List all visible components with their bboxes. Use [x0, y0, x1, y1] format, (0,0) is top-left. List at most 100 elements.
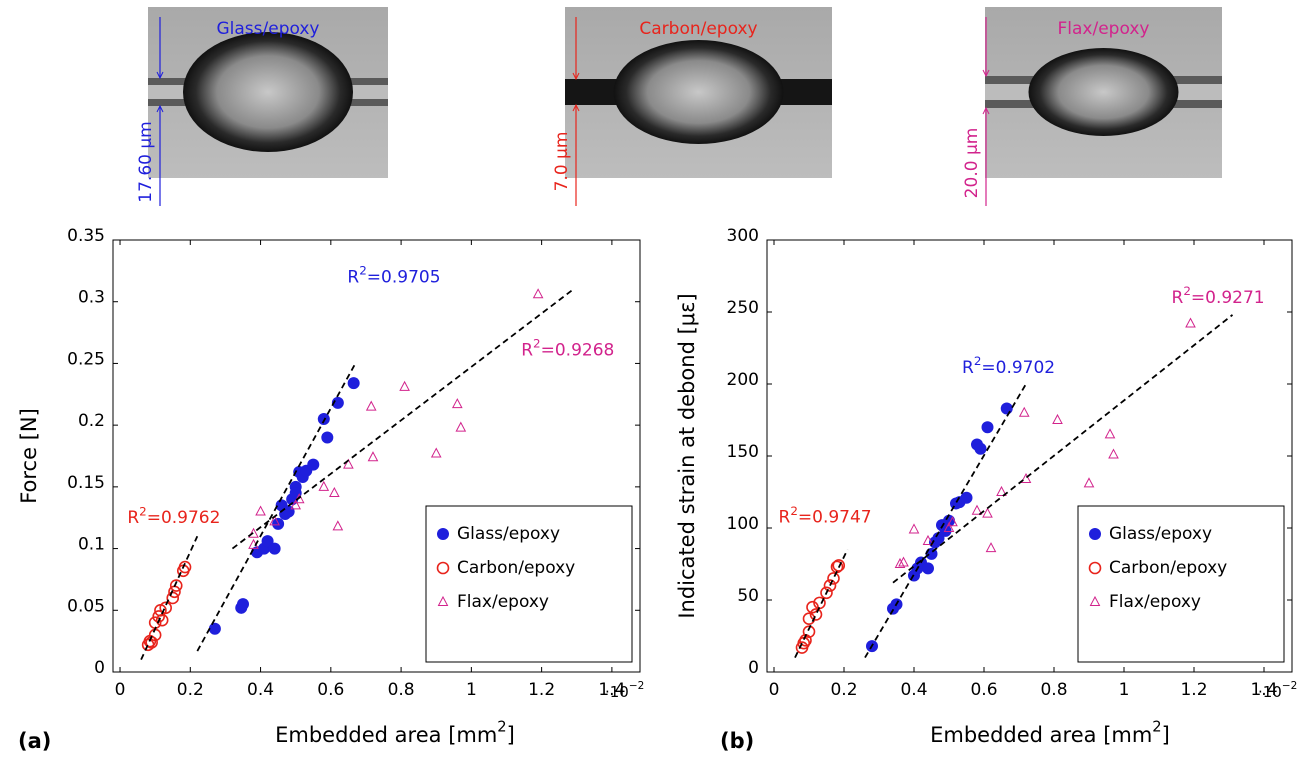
y-tick-label: 0 — [748, 658, 759, 678]
x-tick-label: 1 — [466, 680, 477, 700]
point — [974, 442, 987, 455]
micrograph — [148, 7, 388, 178]
fit-label-sup: 2 — [359, 263, 367, 277]
point — [332, 520, 344, 531]
point — [947, 516, 958, 527]
y-tick-label: 0.15 — [67, 473, 105, 493]
x-multiplier-text: ·10 — [1258, 683, 1282, 701]
point — [809, 608, 823, 621]
x-tick-label: 1.2 — [1180, 680, 1207, 700]
droplet — [183, 32, 353, 152]
x-axis-label-text: Embedded area [mm — [930, 723, 1152, 747]
point — [1000, 402, 1013, 415]
point — [208, 622, 221, 635]
point — [248, 527, 259, 538]
point — [169, 579, 183, 592]
fit-label: R2=0.9762 — [127, 504, 220, 528]
legend-label: Carbon/epoxy — [1109, 558, 1227, 578]
point — [943, 521, 955, 532]
x-tick-label: 0.4 — [900, 680, 927, 700]
scale-arrow — [572, 103, 580, 112]
fit-line — [231, 288, 574, 550]
legend-marker — [437, 595, 449, 606]
x-tick-label: 1 — [1119, 680, 1130, 700]
point — [823, 579, 837, 592]
y-tick-label: 300 — [727, 226, 759, 246]
scale-arrow — [982, 69, 990, 78]
fit-label-text: R — [521, 340, 533, 360]
point — [347, 377, 360, 390]
fit-label-sup: 2 — [790, 503, 798, 517]
point — [268, 542, 281, 555]
x-multiplier-sup: −2 — [629, 680, 644, 692]
point — [960, 491, 973, 504]
legend-label: Carbon/epoxy — [457, 558, 575, 578]
point — [985, 542, 997, 553]
fit-label: R2=0.9268 — [521, 336, 614, 360]
fit-label-sup: 2 — [974, 354, 982, 368]
x-tick-label: 1.4 — [598, 680, 625, 700]
point — [820, 586, 833, 600]
point — [290, 499, 302, 510]
point — [898, 556, 909, 567]
x-axis-label: Embedded area [mm2] — [275, 719, 515, 747]
point — [996, 485, 1007, 496]
point — [451, 398, 463, 409]
fit-label-text: R — [779, 508, 791, 528]
legend-label: Glass/epoxy — [457, 524, 560, 544]
y-axis-label: Force [N] — [17, 408, 41, 504]
point — [922, 562, 934, 575]
y-tick-label: 0.3 — [78, 288, 105, 308]
fit-line — [892, 314, 1234, 584]
y-tick-label: 200 — [727, 370, 759, 390]
micrograph-label: Glass/epoxy — [216, 19, 319, 39]
x-axis-label-sup: 2 — [1152, 719, 1161, 736]
x-tick-label: 1.4 — [1250, 680, 1277, 700]
y-tick-label: 0.05 — [67, 596, 105, 616]
fit-label-text: R — [127, 508, 139, 528]
micrograph — [985, 7, 1222, 178]
fit-label: R2=0.9705 — [347, 263, 440, 287]
fit-label-sup: 2 — [533, 336, 541, 350]
point — [321, 431, 334, 444]
micrograph-label: Flax/epoxy — [1058, 19, 1150, 39]
legend-box — [1077, 505, 1285, 663]
fit-label-text: R — [1172, 288, 1184, 308]
plot-frame — [112, 239, 641, 673]
point — [1104, 428, 1116, 439]
y-axis-label: Indicated strain at debond [μɛ] — [675, 293, 699, 618]
point — [832, 559, 846, 572]
legend-box — [425, 505, 633, 663]
x-multiplier-sup: −2 — [1282, 680, 1297, 692]
point — [971, 504, 983, 515]
scale-arrow — [572, 72, 580, 81]
x-axis-label-after: ] — [1162, 723, 1170, 747]
legend-marker — [436, 561, 450, 575]
fit-label: R2=0.9271 — [1172, 284, 1265, 308]
scale-label: 17.60 µm — [136, 121, 156, 202]
point — [178, 560, 192, 574]
x-axis-label: Embedded area [mm2] — [930, 719, 1170, 747]
legend-marker — [1089, 595, 1101, 606]
fit-line — [794, 549, 849, 658]
point — [365, 400, 377, 411]
x-axis-label-text: Embedded area [mm — [275, 723, 497, 747]
point — [1083, 477, 1095, 488]
micrograph — [565, 7, 832, 178]
x-tick-label: 0 — [769, 680, 780, 700]
point — [331, 396, 344, 409]
point — [236, 598, 249, 611]
scale-label: 20.0 µm — [962, 128, 982, 199]
point — [922, 534, 934, 545]
point — [827, 572, 840, 585]
legend-label: Flax/epoxy — [1109, 592, 1201, 612]
point — [318, 480, 330, 491]
micrograph-label: Carbon/epoxy — [639, 19, 757, 39]
point — [455, 421, 467, 432]
point — [399, 380, 410, 391]
point — [802, 625, 816, 638]
y-tick-label: 50 — [737, 586, 759, 606]
x-tick-label: 0.6 — [317, 680, 344, 700]
x-tick-label: 0.2 — [830, 680, 857, 700]
